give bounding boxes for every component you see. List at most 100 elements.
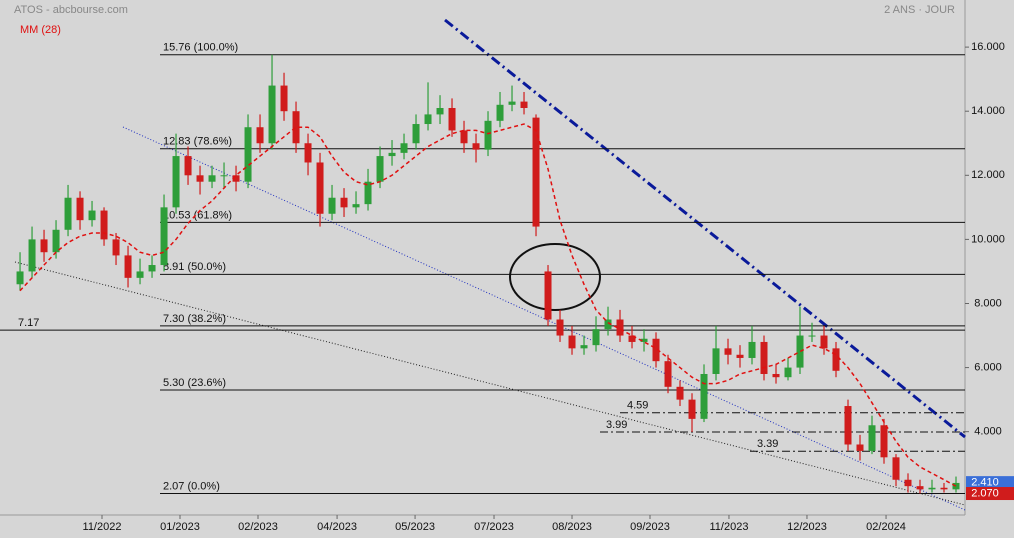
candle-body: [376, 156, 384, 182]
candle-body: [16, 271, 24, 285]
candle-body: [244, 127, 252, 182]
price-tag: [966, 476, 1014, 490]
level-label: 2.07 (0.0%): [163, 480, 220, 492]
candle-body: [940, 487, 948, 490]
candle-body: [532, 117, 540, 227]
price-tag: [966, 487, 1014, 501]
candle-body: [676, 386, 684, 400]
candle-body: [328, 197, 336, 214]
candle-body: [340, 197, 348, 208]
candle-body: [184, 156, 192, 176]
highlight-circle: [509, 243, 601, 311]
y-tick-label: 16.000: [971, 41, 1005, 53]
y-tick-label: 14.000: [971, 105, 1005, 117]
candle-body: [460, 130, 468, 144]
candle-body: [700, 373, 708, 419]
x-tick-label: 12/2023: [787, 521, 827, 533]
y-tick-label: 4.000: [974, 426, 1002, 438]
candle-body: [484, 120, 492, 150]
candle-body: [304, 143, 312, 163]
candle-body: [712, 348, 720, 374]
candle-body: [640, 338, 648, 342]
candle-body: [220, 175, 228, 177]
x-tick-label: 01/2023: [160, 521, 200, 533]
candle-body: [448, 107, 456, 131]
candle-body: [544, 271, 552, 320]
candle-body: [412, 124, 420, 144]
y-tick-label: 12.000: [971, 169, 1005, 181]
level-label: 10.53 (61.8%): [163, 209, 232, 221]
candle-body: [88, 210, 96, 221]
candle-body: [604, 319, 612, 330]
price-tag-label: 2.410: [971, 477, 999, 489]
candle-body: [268, 85, 276, 144]
candle-body: [28, 239, 36, 272]
x-tick-label: 04/2023: [317, 521, 357, 533]
level-label: 8.91 (50.0%): [163, 261, 226, 273]
level-label: 3.99: [606, 419, 627, 431]
candle-body: [520, 101, 528, 108]
candle-body: [496, 104, 504, 121]
price-tag-label: 2.070: [971, 487, 999, 499]
candle-body: [76, 197, 84, 221]
candle-body: [952, 482, 960, 490]
y-tick-label: 6.000: [974, 361, 1002, 373]
candle-body: [292, 111, 300, 144]
candle-body: [196, 175, 204, 182]
candle-body: [256, 127, 264, 144]
candle-body: [280, 85, 288, 112]
level-label: 7.30 (38.2%): [163, 313, 226, 325]
candle-body: [664, 361, 672, 387]
candle-body: [568, 335, 576, 349]
candle-body: [880, 425, 888, 458]
candle-body: [52, 229, 60, 253]
candle-body: [688, 399, 696, 419]
level-label: 7.17: [18, 317, 39, 329]
candle-body: [772, 373, 780, 378]
candle-body: [508, 101, 516, 105]
level-label: 12.83 (78.6%): [163, 136, 232, 148]
candle-body: [616, 319, 624, 336]
trend-line: [122, 126, 966, 511]
candle-body: [868, 425, 876, 451]
x-tick-label: 11/2023: [709, 521, 748, 533]
candle-body: [124, 255, 132, 278]
candle-body: [364, 181, 372, 205]
candle-body: [808, 335, 816, 337]
candle-body: [472, 143, 480, 150]
trend-line: [444, 18, 966, 439]
x-tick-label: 02/2023: [238, 521, 278, 533]
candle-body: [892, 457, 900, 480]
candle-body: [136, 271, 144, 278]
candle-body: [928, 487, 936, 490]
y-tick-label: 8.000: [974, 297, 1002, 309]
candle-body: [436, 107, 444, 115]
level-label: 4.59: [627, 400, 648, 412]
chart-subtitle: 2 ANS · JOUR: [884, 4, 955, 16]
candle-body: [316, 162, 324, 214]
candle-body: [580, 345, 588, 349]
candle-body: [400, 143, 408, 153]
candle-body: [796, 335, 804, 368]
candle-body: [724, 348, 732, 355]
candle-body: [652, 338, 660, 362]
candle-body: [112, 239, 120, 256]
candle-body: [160, 207, 168, 266]
x-tick-label: 05/2023: [395, 521, 435, 533]
y-tick-label: 10.000: [971, 233, 1005, 245]
candle-body: [760, 341, 768, 374]
level-label: 15.76 (100.0%): [163, 42, 238, 54]
candle-body: [820, 335, 828, 349]
x-tick-label: 02/2024: [866, 521, 906, 533]
candle-body: [388, 152, 396, 157]
x-tick-label: 08/2023: [552, 521, 592, 533]
candle-body: [172, 156, 180, 208]
candle-body: [352, 204, 360, 208]
candle-body: [748, 341, 756, 358]
candle-body: [148, 265, 156, 272]
candle-body: [232, 175, 240, 182]
level-label: 5.30 (23.6%): [163, 377, 226, 389]
candle-body: [736, 354, 744, 358]
